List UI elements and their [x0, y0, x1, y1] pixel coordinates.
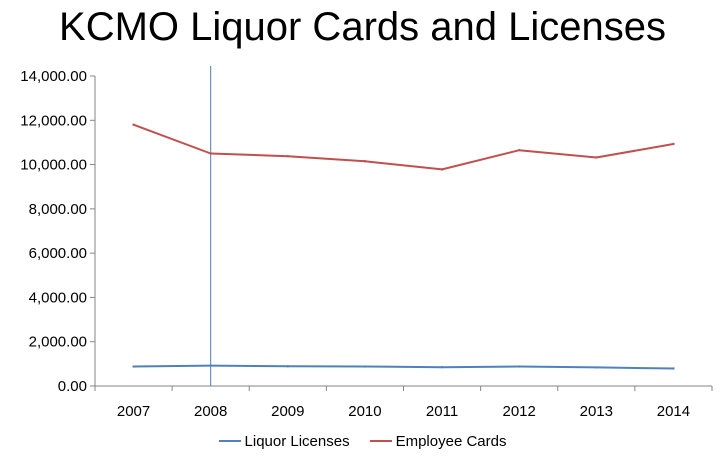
x-tick-label: 2012 — [503, 403, 536, 420]
x-tick-label: 2014 — [657, 403, 690, 420]
data-point — [595, 156, 598, 159]
axes: 0.00 2,000.00 4,000.00 6,000.00 8,000.00 10,0… — [20, 66, 713, 420]
series-line-liquor-licenses — [133, 364, 674, 370]
y-tick-label: 8,000.00 — [29, 201, 87, 218]
data-point — [672, 367, 675, 370]
y-tick-label: 2,000.00 — [29, 334, 87, 351]
data-point — [517, 365, 521, 368]
data-point — [132, 123, 135, 126]
data-point — [286, 154, 290, 158]
y-tick-label: 14,000.00 — [20, 68, 87, 85]
legend-item-employee-cards: Employee Cards — [369, 432, 507, 450]
series-layer — [132, 123, 675, 370]
legend-item-liquor-licenses: Liquor Licenses — [218, 432, 350, 450]
data-point — [440, 168, 444, 171]
y-tick-label: 12,000.00 — [20, 112, 87, 129]
x-tick-label: 2007 — [117, 403, 150, 420]
y-tick-label: 0.00 — [58, 378, 87, 395]
x-tick-label: 2011 — [426, 403, 458, 420]
data-point — [672, 142, 675, 146]
legend-swatch-liquor-licenses — [218, 440, 241, 442]
plot-area: 0.00 2,000.00 4,000.00 6,000.00 8,000.00 10,0… — [20, 66, 713, 420]
data-point — [440, 365, 444, 369]
data-point — [363, 365, 367, 368]
y-tick-label: 10,000.00 — [20, 157, 87, 174]
y-tick-label: 6,000.00 — [29, 245, 87, 262]
legend-label-liquor-licenses: Liquor Licenses — [244, 432, 350, 450]
y-tick-label: 4,000.00 — [29, 289, 87, 306]
x-tick-label: 2013 — [580, 403, 613, 420]
data-point — [517, 148, 521, 152]
data-point — [595, 366, 598, 369]
data-point — [286, 365, 290, 368]
data-point — [209, 152, 212, 155]
x-tick-label: 2010 — [348, 403, 381, 420]
data-point — [132, 365, 135, 368]
legend-swatch-employee-cards — [369, 440, 392, 442]
chart-title: KCMO Liquor Cards and Licenses — [59, 5, 666, 49]
legend: Liquor Licenses Employee Cards — [0, 430, 725, 452]
x-tick-label: 2008 — [194, 403, 227, 420]
legend-label-employee-cards: Employee Cards — [395, 432, 507, 450]
series-line-employee-cards — [133, 123, 674, 171]
data-point — [209, 364, 212, 367]
x-tick-label: 2009 — [271, 403, 304, 420]
data-point — [363, 160, 367, 163]
